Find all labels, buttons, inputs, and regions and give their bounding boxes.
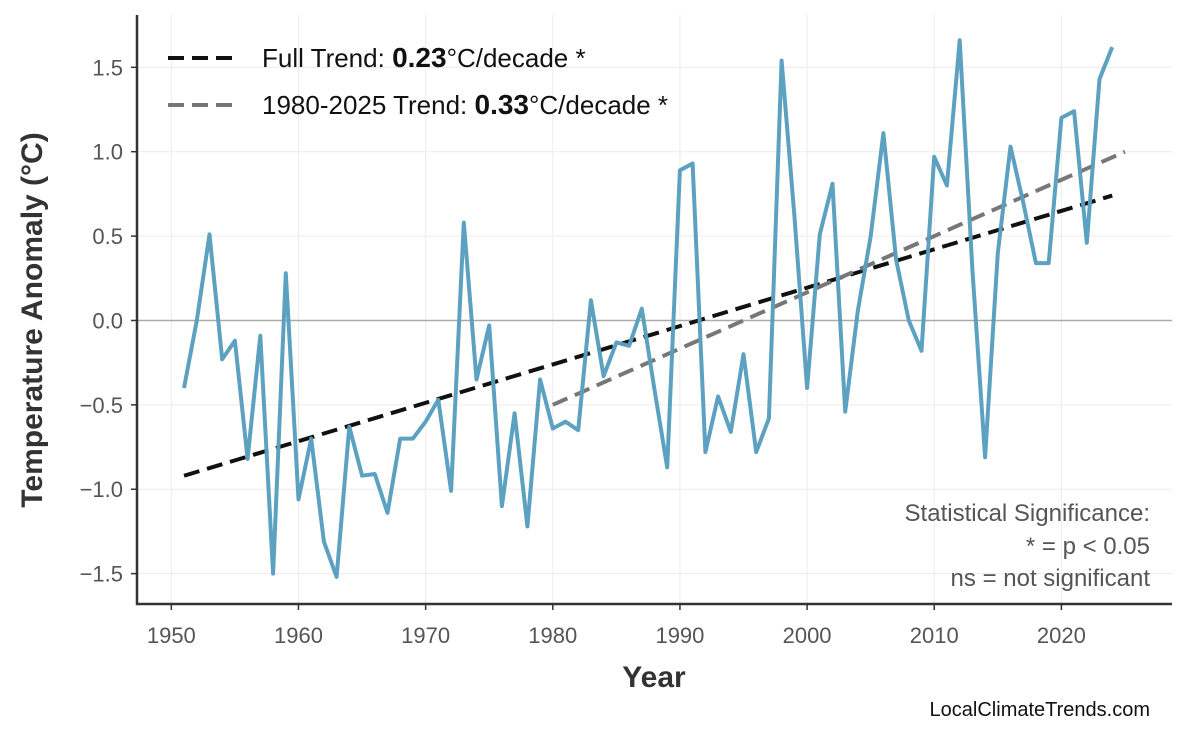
- source-credit: LocalClimateTrends.com: [930, 699, 1150, 721]
- axes: [131, 15, 1172, 610]
- tick-labels: 1950 1960 1970 1980 1990 2000 2010 2020 −1.5 −1.0…: [80, 55, 1086, 648]
- x-tick-label: 2000: [783, 623, 832, 648]
- y-tick-label: −1.5: [80, 562, 123, 587]
- x-axis-label: Year: [622, 661, 686, 694]
- x-tick-label: 2020: [1037, 623, 1086, 648]
- y-tick-label: 0.5: [92, 224, 123, 249]
- x-tick-label: 1960: [274, 623, 323, 648]
- y-tick-label: 1.0: [92, 140, 123, 165]
- y-tick-label: 1.5: [92, 55, 123, 80]
- y-tick-label: −1.0: [80, 477, 123, 502]
- x-tick-label: 1970: [401, 623, 450, 648]
- y-tick-label: 0.0: [92, 308, 123, 333]
- legend-label-suffix: °C/decade *: [447, 43, 586, 73]
- significance-note: Statistical Significance: * = p < 0.05 n…: [905, 500, 1151, 592]
- legend-label: 1980-2025 Trend: 0.33°C/decade *: [262, 89, 668, 120]
- significance-note-line: * = p < 0.05: [1026, 533, 1150, 560]
- x-tick-label: 1980: [528, 623, 577, 648]
- x-tick-label: 1950: [147, 623, 196, 648]
- x-tick-label: 1990: [655, 623, 704, 648]
- x-tick-label: 2010: [910, 623, 959, 648]
- legend-label-prefix: Full Trend:: [262, 43, 392, 73]
- series-line: [182, 38, 1115, 579]
- legend-trend-value: 0.33: [475, 89, 530, 120]
- legend-label: Full Trend: 0.23°C/decade *: [262, 42, 586, 73]
- y-tick-label: −0.5: [80, 393, 123, 418]
- legend-label-suffix: °C/decade *: [529, 90, 668, 120]
- significance-note-title: Statistical Significance:: [905, 500, 1150, 527]
- legend-trend-value: 0.23: [392, 42, 447, 73]
- trend-line: [183, 193, 1113, 478]
- significance-note-line: ns = not significant: [951, 565, 1151, 592]
- y-axis-label: Temperature Anomaly (°C): [16, 132, 49, 507]
- legend-label-prefix: 1980-2025 Trend:: [262, 90, 475, 120]
- legend: Full Trend: 0.23°C/decade *1980-2025 Tre…: [168, 42, 668, 120]
